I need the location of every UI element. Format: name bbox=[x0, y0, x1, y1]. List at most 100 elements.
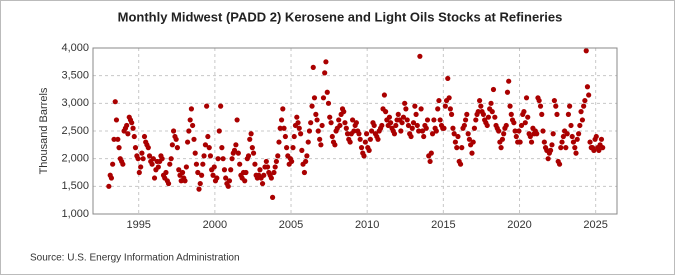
point bbox=[429, 131, 436, 137]
point bbox=[233, 142, 239, 148]
point bbox=[341, 109, 347, 115]
point bbox=[598, 136, 605, 142]
point bbox=[174, 145, 180, 151]
point bbox=[325, 100, 332, 106]
point bbox=[353, 120, 359, 126]
point bbox=[173, 136, 179, 142]
point bbox=[196, 186, 202, 192]
point bbox=[404, 117, 410, 123]
x-tick-label: 2025 bbox=[583, 219, 607, 231]
point bbox=[554, 111, 560, 117]
point bbox=[290, 145, 296, 151]
point bbox=[569, 133, 575, 140]
point bbox=[106, 183, 112, 189]
point bbox=[560, 133, 566, 140]
x-tick-label: 2005 bbox=[279, 219, 303, 231]
point bbox=[176, 167, 182, 173]
point bbox=[412, 103, 418, 109]
point bbox=[579, 117, 586, 123]
point bbox=[215, 156, 221, 162]
point bbox=[228, 167, 234, 173]
point bbox=[281, 125, 287, 131]
point bbox=[369, 128, 375, 134]
point bbox=[490, 86, 497, 93]
point bbox=[501, 131, 507, 137]
point bbox=[186, 128, 192, 134]
point bbox=[517, 139, 523, 145]
point bbox=[249, 145, 255, 151]
point bbox=[136, 169, 142, 176]
point bbox=[206, 145, 212, 151]
point bbox=[225, 183, 231, 189]
point bbox=[323, 59, 329, 65]
point bbox=[485, 114, 492, 120]
y-tick-label: 1,500 bbox=[61, 180, 89, 192]
point bbox=[149, 161, 155, 167]
point bbox=[112, 99, 118, 105]
point bbox=[436, 97, 442, 104]
point bbox=[414, 122, 420, 129]
point bbox=[512, 128, 518, 134]
point bbox=[342, 120, 348, 126]
point bbox=[261, 172, 267, 178]
point bbox=[480, 111, 487, 117]
point bbox=[573, 150, 579, 156]
point bbox=[200, 161, 206, 167]
point bbox=[379, 122, 385, 129]
point bbox=[111, 136, 117, 142]
point bbox=[417, 53, 423, 59]
point bbox=[313, 111, 319, 117]
point bbox=[424, 117, 431, 123]
point bbox=[216, 128, 222, 134]
point bbox=[386, 114, 393, 120]
point bbox=[462, 117, 469, 123]
point bbox=[484, 122, 490, 129]
point bbox=[478, 103, 484, 109]
point bbox=[469, 150, 475, 156]
point bbox=[131, 133, 137, 140]
point bbox=[329, 133, 335, 140]
point bbox=[320, 95, 327, 101]
point bbox=[277, 125, 283, 131]
point bbox=[328, 120, 334, 126]
point bbox=[466, 136, 472, 142]
y-tick-label: 4,000 bbox=[61, 42, 89, 54]
point bbox=[351, 128, 357, 134]
point bbox=[423, 125, 429, 131]
point bbox=[116, 145, 122, 151]
point bbox=[366, 147, 372, 153]
point bbox=[567, 103, 573, 109]
point bbox=[275, 153, 281, 159]
point bbox=[317, 136, 323, 142]
point bbox=[310, 64, 316, 70]
point bbox=[337, 122, 343, 129]
point bbox=[165, 180, 172, 187]
point bbox=[399, 120, 405, 126]
point bbox=[558, 145, 564, 151]
point bbox=[541, 139, 547, 145]
point bbox=[446, 95, 452, 101]
point bbox=[418, 106, 424, 112]
point bbox=[219, 145, 225, 151]
point bbox=[534, 131, 540, 137]
point bbox=[314, 117, 320, 123]
point bbox=[349, 117, 356, 123]
point bbox=[167, 161, 173, 167]
point bbox=[457, 161, 464, 167]
point bbox=[298, 131, 304, 137]
y-tick-label: 3,500 bbox=[61, 70, 89, 82]
point bbox=[169, 142, 175, 148]
point bbox=[163, 169, 169, 176]
point bbox=[327, 114, 333, 120]
point bbox=[282, 133, 288, 140]
point bbox=[183, 164, 189, 170]
point bbox=[356, 131, 362, 137]
point bbox=[574, 136, 580, 142]
point bbox=[248, 131, 254, 137]
x-tick-label: 2010 bbox=[355, 219, 379, 231]
point bbox=[347, 139, 353, 145]
point bbox=[184, 139, 191, 145]
point bbox=[191, 136, 197, 142]
point bbox=[410, 120, 417, 126]
point bbox=[470, 139, 476, 145]
